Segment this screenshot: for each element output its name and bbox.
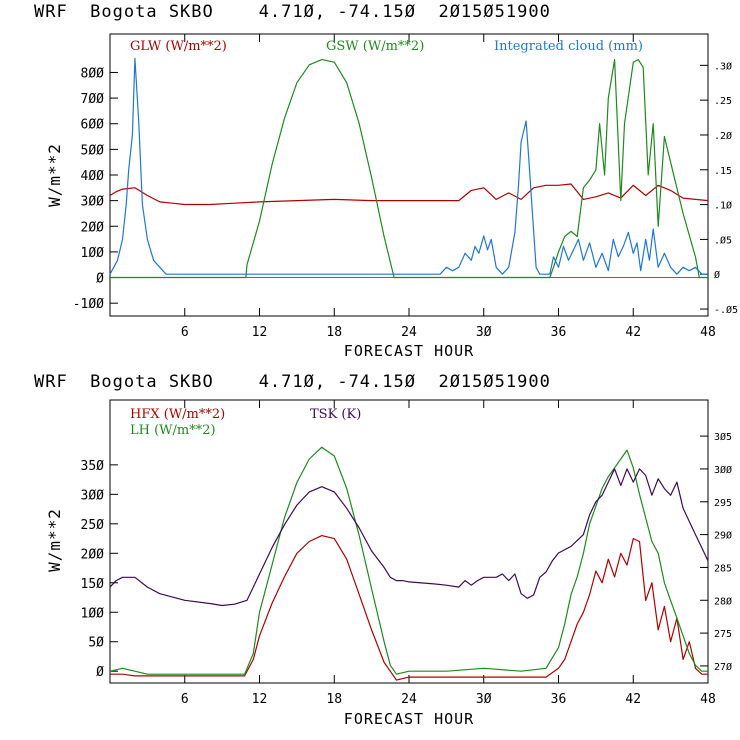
panel1-y-tick-label: 1ØØ — [81, 246, 105, 261]
panel2-x-tick-label: 6 — [181, 692, 189, 707]
panel1-y-tick-label: 2ØØ — [81, 220, 105, 235]
panel2-x-tick-label: 42 — [625, 692, 641, 707]
panel2-x-tick-label: 48 — [700, 692, 716, 707]
panel1-y-tick-label: Ø — [96, 272, 104, 287]
panel2-y2-tick-label: 29Ø — [714, 530, 732, 542]
panel2-y2-tick-label: 27Ø — [714, 661, 732, 673]
panel1-series-gsw-line — [110, 58, 708, 279]
panel2-y2-tick-label: 275 — [714, 629, 732, 640]
panel1-y-tick-label: 8ØØ — [81, 66, 105, 81]
panel1-x-axis-label: FORECAST HOUR — [344, 342, 474, 360]
panel2-legend-lh: LH (W/m**2) — [130, 423, 216, 438]
panel1-y2-tick-label: .15 — [714, 166, 732, 177]
panel1-x-tick-label: 36 — [551, 325, 567, 340]
panel1-y2-tick-label: .Ø5 — [714, 234, 732, 246]
panel2-y2-tick-label: 3ØØ — [714, 464, 732, 476]
bottom-chart-title: WRF Bogota SKBO 4.71Ø, -74.15Ø 2Ø15Ø5190… — [34, 372, 551, 392]
panel2-x-tick-label: 36 — [551, 692, 567, 707]
panel1-legend-integrated: Integrated cloud (mm) — [494, 39, 643, 54]
panel2-series-lh-line — [109, 446, 708, 675]
panel2-y2-tick-label: 28Ø — [714, 595, 732, 607]
panel2-legend-tsk: TSK (K) — [310, 407, 361, 422]
panel1-y2-tick-label: .1Ø — [714, 200, 732, 212]
panel2-series-tsk-line — [109, 468, 709, 607]
top-chart-title: WRF Bogota SKBO 4.71Ø, -74.15Ø 2Ø15Ø5190… — [34, 2, 551, 22]
panel2-x-tick-label: 24 — [401, 692, 417, 707]
panel1-legend-glw: GLW (W/m**2) — [130, 39, 227, 54]
panel1-y2-tick-label: .25 — [714, 96, 732, 107]
panel1-y-tick-label: 7ØØ — [81, 92, 105, 107]
panel2-y-tick-label: 15Ø — [81, 577, 105, 592]
panel2-y-tick-label: 35Ø — [81, 459, 105, 474]
panel2-y2-tick-label: 295 — [714, 498, 732, 509]
panel1-y-tick-label: 4ØØ — [81, 169, 105, 184]
panel2-legend-hfx: HFX (W/m**2) — [130, 407, 225, 422]
panel2-y-tick-label: 25Ø — [81, 518, 105, 533]
panel1-series-glw-line — [109, 183, 709, 206]
panel2-x-tick-label: 3Ø — [476, 692, 492, 707]
panel2-y-tick-label: 1ØØ — [81, 606, 105, 621]
panel1-x-tick-label: 24 — [401, 325, 417, 340]
panel1-x-tick-label: 3Ø — [476, 325, 492, 340]
panel1-y-tick-label: -1ØØ — [73, 297, 104, 312]
panel1-legend-gsw: GSW (W/m**2) — [326, 39, 424, 54]
panel1-x-tick-label: 12 — [252, 325, 268, 340]
panel2-x-tick-label: 12 — [252, 692, 268, 707]
panel2-x-axis-label: FORECAST HOUR — [344, 710, 474, 728]
panel2-y2-tick-label: 3Ø5 — [714, 431, 732, 443]
panel2-y2-tick-label: 285 — [714, 563, 732, 574]
panel1-x-tick-label: 42 — [625, 325, 641, 340]
panel1-y2-tick-label: -.Ø5 — [714, 304, 738, 316]
panel1-x-tick-label: 48 — [700, 325, 716, 340]
panel1-x-tick-label: 6 — [181, 325, 189, 340]
panel2-x-tick-label: 18 — [326, 692, 342, 707]
panel1-series-integrated-line — [109, 57, 708, 275]
panel2-y-tick-label: Ø — [96, 665, 104, 680]
panel1-y-tick-label: 5ØØ — [81, 143, 105, 158]
panel2-y-axis-label: W/m**2 — [45, 508, 64, 572]
panel1-y2-tick-label: .3Ø — [714, 60, 732, 72]
panel1-y-tick-label: 3ØØ — [81, 195, 105, 210]
panel2-y-tick-label: 2ØØ — [81, 547, 105, 562]
panel2-y-tick-label: 5Ø — [88, 636, 104, 651]
panel1-y-tick-label: 6ØØ — [81, 118, 105, 133]
panel1-y-axis-label: W/m**2 — [45, 143, 64, 207]
panel1-x-tick-label: 18 — [326, 325, 342, 340]
panel2-plot-frame — [109, 399, 709, 684]
panel1-y2-tick-label: Ø — [714, 269, 720, 281]
panel2-y-tick-label: 3ØØ — [81, 488, 105, 503]
panel2-series-hfx-line — [110, 534, 708, 681]
panel1-y2-tick-label: .2Ø — [714, 130, 732, 142]
